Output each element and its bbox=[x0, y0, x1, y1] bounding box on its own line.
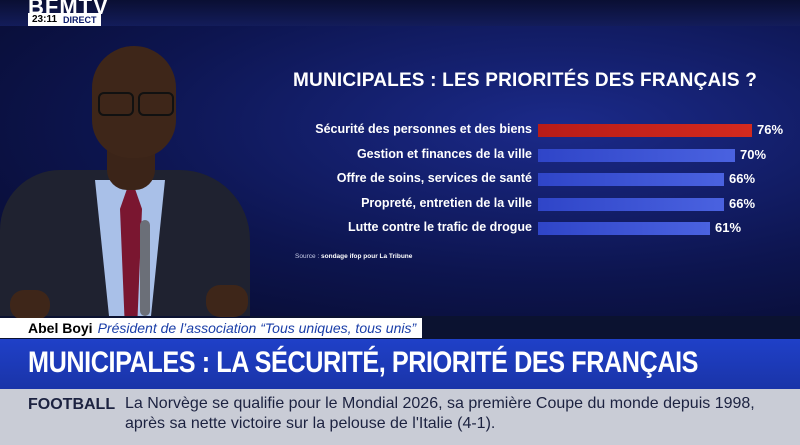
ticker-text: La Norvège se qualifie pour le Mondial 2… bbox=[125, 395, 755, 432]
bar bbox=[538, 173, 724, 186]
bar-value: 66% bbox=[729, 171, 756, 186]
guest-head bbox=[92, 46, 176, 158]
source-prefix: Source : bbox=[295, 253, 320, 260]
headline-banner: MUNICIPALES : LA SÉCURITÉ, PRIORITÉ DES … bbox=[0, 339, 800, 389]
guest-name: Abel Boyi bbox=[28, 320, 93, 336]
headline-text: MUNICIPALES : LA SÉCURITÉ, PRIORITÉ DES … bbox=[28, 346, 699, 379]
chart-row: Lutte contre le trafic de drogue 61% bbox=[250, 218, 800, 238]
clock-time: 23:11 bbox=[32, 14, 58, 25]
ticker-category: FOOTBALL bbox=[28, 396, 116, 413]
chart-row: Gestion et finances de la ville 70% bbox=[250, 145, 800, 165]
news-ticker: FOOTBALL La Norvège se qualifie pour le … bbox=[0, 389, 800, 445]
bar bbox=[538, 124, 752, 137]
poll-chart: MUNICIPALES : LES PRIORITÉS DES FRANÇAIS… bbox=[250, 26, 800, 316]
bar bbox=[538, 222, 710, 235]
clock-badge: 23:11 DIRECT bbox=[28, 13, 101, 26]
chart-row: Sécurité des personnes et des biens 76% bbox=[250, 120, 800, 140]
guest-glasses bbox=[94, 92, 176, 116]
chart-row: Offre de soins, services de santé 66% bbox=[250, 169, 800, 189]
bar-label: Sécurité des personnes et des biens bbox=[315, 122, 532, 136]
guest-tie bbox=[120, 190, 142, 316]
bar-value: 66% bbox=[729, 195, 756, 211]
chart-source: Source : sondage ifop pour La Tribune bbox=[295, 253, 412, 260]
chart-row: Propreté, entretien de la ville 66% bbox=[250, 194, 800, 214]
guest-role: Président de l’association “Tous uniques… bbox=[97, 320, 417, 336]
glasses-lens-left bbox=[98, 92, 134, 116]
bar-label: Offre de soins, services de santé bbox=[336, 171, 532, 185]
microphone-icon bbox=[140, 220, 150, 316]
bar bbox=[538, 197, 724, 211]
guest-hand-right bbox=[206, 285, 248, 317]
bar-value: 61% bbox=[715, 220, 742, 235]
bar-value: 76% bbox=[757, 122, 784, 137]
bar-value: 70% bbox=[740, 146, 767, 162]
bar-label: Lutte contre le trafic de drogue bbox=[347, 220, 532, 234]
source-text: sondage ifop pour La Tribune bbox=[321, 253, 413, 260]
chart-title: MUNICIPALES : LES PRIORITÉS DES FRANÇAIS… bbox=[293, 70, 758, 91]
bar-label: Gestion et finances de la ville bbox=[356, 146, 532, 161]
top-strip: BFMTV 23:11 DIRECT bbox=[0, 0, 800, 26]
live-label: DIRECT bbox=[63, 14, 97, 25]
guest-name-bar: Abel Boyi Président de l’association “To… bbox=[0, 318, 423, 338]
glasses-lens-right bbox=[138, 92, 174, 116]
guest-video bbox=[0, 40, 260, 320]
bar bbox=[538, 148, 735, 162]
bar-label: Propreté, entretien de la ville bbox=[361, 195, 532, 210]
guest-hand-left bbox=[10, 290, 50, 320]
